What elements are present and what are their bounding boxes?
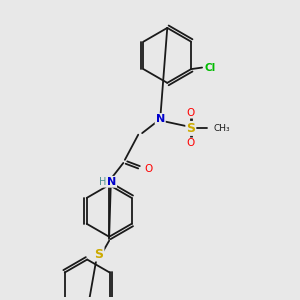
Text: O: O	[187, 108, 195, 118]
Text: S: S	[94, 248, 103, 260]
Text: N: N	[156, 114, 165, 124]
Text: N: N	[107, 177, 116, 187]
Text: CH₃: CH₃	[214, 124, 230, 133]
Text: S: S	[186, 122, 195, 135]
Text: H: H	[99, 177, 106, 187]
Text: Cl: Cl	[204, 63, 215, 73]
Text: O: O	[187, 138, 195, 148]
Text: O: O	[144, 164, 153, 174]
